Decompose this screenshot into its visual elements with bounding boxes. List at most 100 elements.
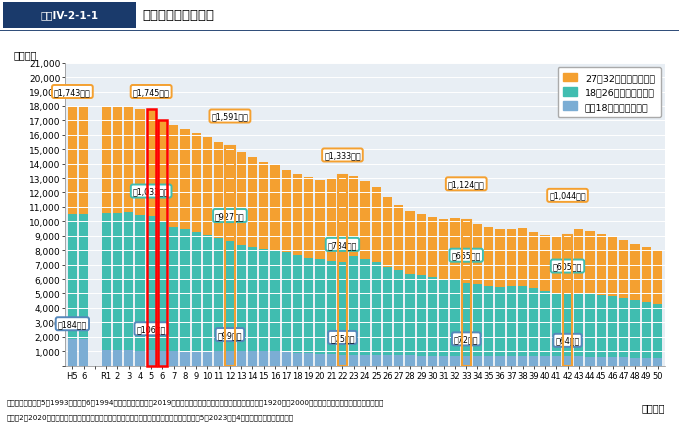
Bar (619, 298, 628, 366)
Bar (181, 129, 189, 230)
Bar (484, 356, 494, 366)
Bar (417, 215, 426, 276)
Bar (68, 108, 77, 215)
Bar (225, 147, 234, 366)
Bar (473, 285, 482, 366)
Bar (102, 213, 111, 366)
Bar (642, 247, 651, 302)
Bar (630, 358, 640, 366)
Text: （年度）: （年度） (642, 402, 665, 412)
Bar (259, 162, 268, 250)
Bar (338, 176, 347, 366)
Bar (394, 356, 403, 366)
Bar (371, 355, 381, 366)
Bar (630, 244, 640, 300)
Bar (462, 220, 471, 283)
Bar (102, 350, 111, 366)
Bar (225, 242, 234, 366)
Bar (79, 108, 88, 215)
Bar (462, 220, 471, 366)
Bar (79, 339, 88, 366)
Bar (113, 108, 122, 213)
Bar (361, 259, 369, 366)
Bar (349, 355, 359, 366)
Bar (496, 356, 504, 366)
Bar (68, 339, 77, 366)
Bar (551, 293, 561, 366)
Bar (361, 355, 369, 366)
Bar (293, 174, 302, 255)
Bar (563, 236, 572, 294)
Text: 約1,033万人: 約1,033万人 (133, 187, 170, 196)
Bar (428, 217, 437, 278)
Bar (236, 245, 246, 366)
Bar (540, 291, 549, 366)
Bar (585, 357, 595, 366)
Bar (158, 351, 167, 366)
Bar (417, 276, 426, 366)
Bar (327, 180, 336, 262)
Bar (147, 216, 155, 366)
Bar (507, 229, 516, 286)
Bar (653, 358, 662, 366)
Bar (304, 353, 313, 366)
Bar (394, 205, 403, 271)
Bar (585, 294, 595, 366)
Bar (597, 235, 606, 295)
Bar (529, 233, 538, 289)
Bar (169, 126, 179, 227)
Bar (158, 223, 167, 366)
Bar (169, 351, 179, 366)
Text: 約99万人: 約99万人 (218, 330, 242, 339)
Bar (428, 356, 437, 366)
Bar (135, 215, 145, 366)
Text: 約1,124万人: 約1,124万人 (448, 180, 485, 189)
Bar (551, 357, 561, 366)
Text: 図表IV-2-1-1: 図表IV-2-1-1 (41, 10, 98, 20)
Bar (124, 350, 133, 366)
Bar (191, 232, 201, 366)
Bar (203, 353, 212, 366)
Text: 約927万人: 約927万人 (215, 212, 244, 221)
Bar (417, 356, 426, 366)
Text: 約665万人: 約665万人 (452, 251, 481, 260)
Bar (585, 232, 595, 294)
Bar (338, 355, 347, 366)
Bar (371, 262, 381, 366)
Bar (394, 271, 403, 366)
Bar (191, 352, 201, 366)
Text: 約605万人: 約605万人 (553, 262, 582, 271)
Bar (473, 224, 482, 285)
Text: 約1,591万人: 約1,591万人 (211, 112, 249, 121)
Bar (147, 110, 155, 366)
Text: 約734万人: 約734万人 (328, 240, 357, 249)
Text: 約75万人: 約75万人 (330, 333, 354, 342)
Bar (203, 235, 212, 366)
Bar (259, 352, 268, 366)
Text: 約64万人: 約64万人 (555, 336, 580, 345)
Bar (259, 250, 268, 366)
Bar (574, 357, 583, 366)
Bar (113, 350, 122, 366)
Bar (405, 212, 415, 274)
Text: 令和2（2020）年度以降は、国立社会保障・人口問題研究所「日本の将来推計人口」（令和5（2023）年4月の中位推計値）による。: 令和2（2020）年度以降は、国立社会保障・人口問題研究所「日本の将来推計人口」… (7, 414, 294, 420)
Bar (574, 230, 583, 294)
Bar (383, 355, 392, 366)
Bar (540, 236, 549, 291)
Bar (338, 176, 347, 262)
Text: 約1,044万人: 約1,044万人 (549, 191, 586, 201)
Bar (428, 278, 437, 366)
Bar (529, 357, 538, 366)
Bar (282, 170, 291, 253)
Bar (551, 238, 561, 293)
Bar (124, 212, 133, 366)
Bar (338, 262, 347, 366)
Bar (608, 357, 617, 366)
Bar (450, 280, 460, 366)
Bar (315, 180, 325, 260)
Bar (597, 295, 606, 366)
Bar (653, 251, 662, 304)
Bar (248, 248, 257, 366)
Text: 約1,743万人: 約1,743万人 (54, 88, 91, 97)
Legend: 27～32歳人口（千人）, 18～26歳人口（千人）, うち18歳人口（千人）: 27～32歳人口（千人）, 18～26歳人口（千人）, うち18歳人口（千人） (557, 68, 661, 117)
